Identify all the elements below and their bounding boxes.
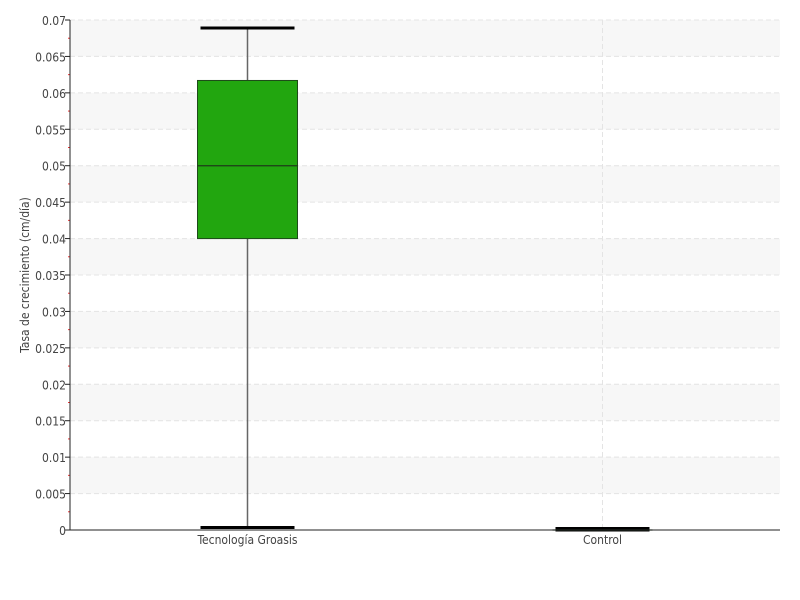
y-tick-label: 0.06 [42, 87, 66, 101]
y-tick-label: 0.065 [35, 50, 66, 64]
grid-band [70, 20, 780, 57]
grid-band [70, 384, 780, 421]
y-tick-label: 0.035 [35, 269, 66, 283]
y-tick-label: 0.015 [35, 415, 66, 429]
y-tick-label: 0.04 [42, 233, 66, 247]
grid-band [70, 311, 780, 348]
grid-band [70, 165, 780, 203]
grid-band [70, 92, 780, 130]
x-tick-label: Tecnología Groasis [196, 533, 297, 547]
y-axis-label: Tasa de crecimiento (cm/día) [18, 197, 32, 353]
y-tick-label: 0.01 [42, 451, 66, 465]
grid-band [70, 457, 780, 494]
y-tick-label: 0.025 [35, 342, 66, 356]
y-tick-label: 0.005 [35, 488, 66, 502]
y-tick-label: 0 [59, 524, 66, 538]
y-tick-label: 0.07 [42, 14, 66, 28]
y-tick-label: 0.02 [42, 378, 66, 392]
box [197, 79, 298, 240]
grid-band [70, 238, 780, 275]
y-tick-label: 0.045 [35, 196, 66, 210]
y-tick-label: 0.05 [42, 160, 66, 174]
x-tick-label: Control [583, 533, 622, 547]
y-tick-label: 0.03 [42, 305, 66, 319]
y-tick-label: 0.055 [35, 123, 66, 137]
